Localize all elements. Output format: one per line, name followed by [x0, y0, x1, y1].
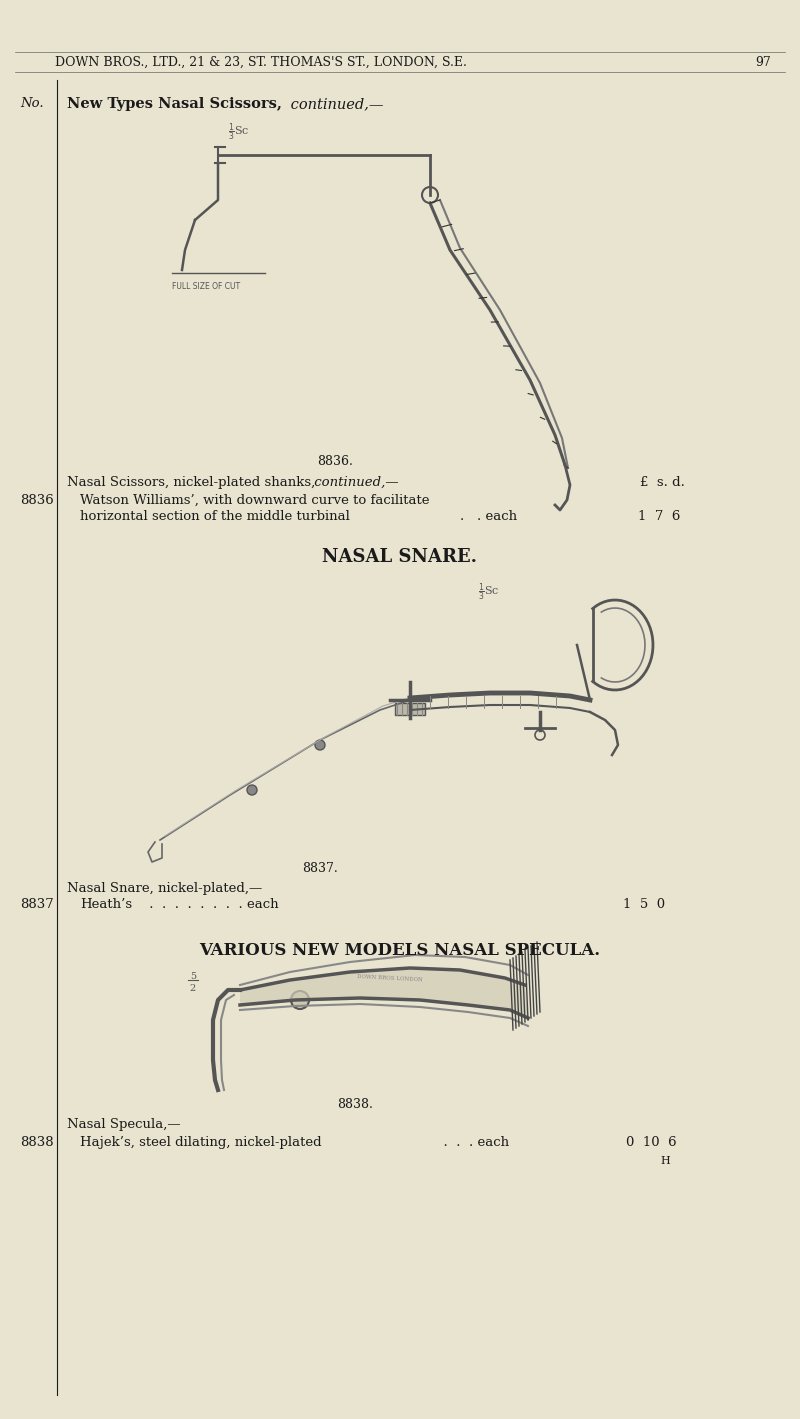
Text: 97: 97: [755, 55, 770, 68]
Text: 8836: 8836: [20, 494, 54, 507]
Text: Nasal Snare, nickel-plated,—: Nasal Snare, nickel-plated,—: [67, 883, 262, 895]
Circle shape: [291, 990, 309, 1009]
Text: VARIOUS NEW MODELS NASAL SPECULA.: VARIOUS NEW MODELS NASAL SPECULA.: [199, 942, 601, 959]
Text: .   . each: . . each: [460, 509, 517, 524]
Text: continued,—: continued,—: [286, 96, 383, 111]
Polygon shape: [240, 968, 528, 1017]
Text: continued,—: continued,—: [310, 475, 398, 490]
Text: 8836.: 8836.: [317, 455, 353, 468]
Text: 8837: 8837: [20, 898, 54, 911]
Text: £  s. d.: £ s. d.: [640, 475, 685, 490]
Text: .  .  .  .  .  .  .  . each: . . . . . . . . each: [145, 898, 278, 911]
Bar: [395, 702, 425, 715]
Text: Nasal Scissors, nickel-plated shanks,: Nasal Scissors, nickel-plated shanks,: [67, 475, 315, 490]
Text: No.: No.: [20, 96, 44, 111]
Text: Watson Williams’, with downward curve to facilitate: Watson Williams’, with downward curve to…: [80, 494, 430, 507]
Text: 0  10  6: 0 10 6: [626, 1137, 677, 1149]
Text: NASAL SNARE.: NASAL SNARE.: [322, 548, 478, 566]
Text: Hajek’s, steel dilating, nickel-plated: Hajek’s, steel dilating, nickel-plated: [80, 1137, 322, 1149]
Text: DOWN BROS., LTD., 21 & 23, ST. THOMAS'S ST., LONDON, S.E.: DOWN BROS., LTD., 21 & 23, ST. THOMAS'S …: [55, 55, 467, 68]
Circle shape: [422, 187, 438, 203]
Text: Heath’s: Heath’s: [80, 898, 132, 911]
Text: Nasal Specula,—: Nasal Specula,—: [67, 1118, 181, 1131]
Text: .  .  . each: . . . each: [435, 1137, 509, 1149]
Text: 1  5  0: 1 5 0: [623, 898, 665, 911]
Text: FULL SIZE OF CUT: FULL SIZE OF CUT: [172, 282, 240, 291]
Text: New Types Nasal Scissors,: New Types Nasal Scissors,: [67, 96, 282, 111]
Circle shape: [535, 729, 545, 739]
Text: 1  7  6: 1 7 6: [638, 509, 680, 524]
Circle shape: [315, 739, 325, 751]
Text: 8837.: 8837.: [302, 861, 338, 876]
Text: 5: 5: [190, 972, 196, 981]
Text: $\frac{1}{3}$Sc: $\frac{1}{3}$Sc: [228, 122, 250, 143]
Text: H: H: [660, 1156, 670, 1166]
Text: $\frac{1}{3}$Sc: $\frac{1}{3}$Sc: [478, 582, 500, 603]
Circle shape: [247, 785, 257, 795]
Text: 8838.: 8838.: [337, 1098, 373, 1111]
Text: horizontal section of the middle turbinal: horizontal section of the middle turbina…: [80, 509, 350, 524]
Text: 8838: 8838: [20, 1137, 54, 1149]
Text: 2: 2: [190, 983, 196, 993]
Text: DOWN BROS LONDON: DOWN BROS LONDON: [357, 973, 423, 982]
